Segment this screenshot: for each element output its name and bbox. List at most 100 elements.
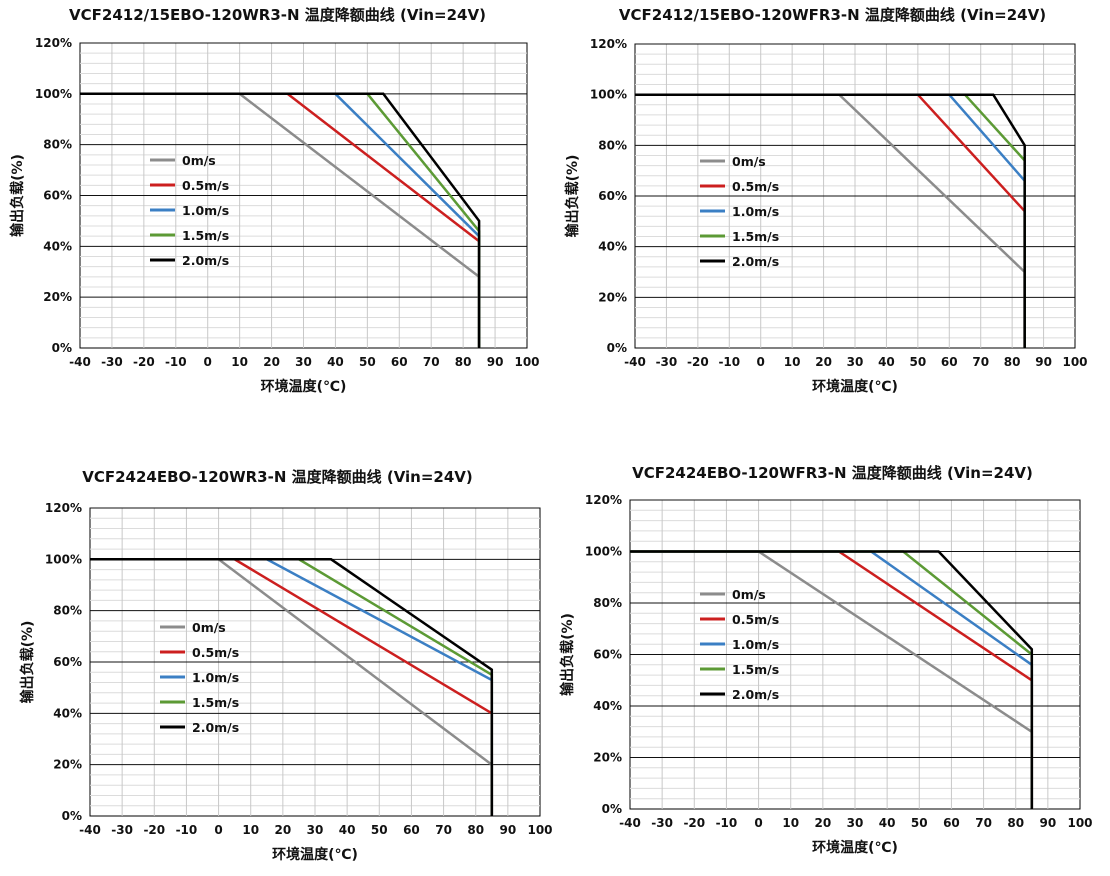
y-tick-label: 20%: [43, 290, 72, 304]
y-tick-label: 20%: [53, 758, 82, 772]
x-tick-label: -30: [111, 823, 133, 837]
y-tick-label: 0%: [52, 341, 72, 355]
x-tick-label: -10: [716, 816, 738, 830]
x-tick-label: 30: [295, 355, 312, 369]
x-tick-label: 50: [911, 816, 928, 830]
legend-label: 0.5m/s: [732, 179, 779, 194]
x-tick-label: 30: [847, 355, 864, 369]
series-line-5: [630, 550, 1034, 809]
x-tick-label: -40: [69, 355, 91, 369]
x-tick-label: 60: [943, 816, 960, 830]
y-axis-label: 输出负载(%): [9, 154, 26, 237]
x-axis-label: 环境温度(℃): [812, 839, 898, 856]
legend-label: 1.5m/s: [192, 695, 239, 710]
x-tick-label: -30: [651, 816, 673, 830]
x-tick-label: 50: [359, 355, 376, 369]
x-tick-label: -40: [624, 355, 646, 369]
x-axis-label: 环境温度(℃): [261, 378, 347, 395]
chart-svg: 0% 20% 40% 60% 80% 100% 120% -40 -30 -20 -10 0 10 20 3…: [19, 501, 553, 863]
y-tick-label: 120%: [590, 37, 627, 51]
chart-title: VCF2412/15EBO-120WFR3-N 温度降额曲线 (Vin=24V): [618, 6, 1047, 24]
legend-label: 0m/s: [732, 154, 766, 169]
y-tick-label: 20%: [593, 751, 622, 765]
x-tick-label: -40: [619, 816, 641, 830]
y-tick-label: 40%: [43, 239, 72, 253]
x-tick-label: 20: [815, 816, 832, 830]
y-tick-label: 120%: [585, 493, 622, 507]
y-tick-label: 100%: [585, 545, 622, 559]
x-tick-label: -20: [687, 355, 709, 369]
x-tick-label: 60: [941, 355, 958, 369]
x-tick-label: -20: [683, 816, 705, 830]
x-tick-label: 70: [423, 355, 440, 369]
x-tick-label: 90: [1035, 355, 1052, 369]
x-tick-label: -30: [656, 355, 678, 369]
x-tick-label: -40: [79, 823, 101, 837]
y-tick-label: 60%: [43, 189, 72, 203]
legend-label: 1.0m/s: [732, 204, 779, 219]
x-tick-label: 10: [242, 823, 259, 837]
legend-label: 2.0m/s: [182, 253, 229, 268]
y-tick-label: 0%: [62, 809, 82, 823]
x-tick-label: 80: [455, 355, 472, 369]
x-tick-label: -20: [143, 823, 165, 837]
x-tick-label: -10: [165, 355, 187, 369]
x-tick-label: 60: [391, 355, 408, 369]
x-tick-label: 40: [879, 816, 896, 830]
legend-label: 0m/s: [732, 587, 766, 602]
x-tick-label: 0: [754, 816, 762, 830]
x-tick-label: 70: [975, 816, 992, 830]
legend-label: 1.0m/s: [182, 203, 229, 218]
chart-title: VCF2424EBO-120WR3-N 温度降额曲线 (Vin=24V): [82, 468, 473, 486]
x-tick-label: 80: [1007, 816, 1024, 830]
x-tick-label: 20: [275, 823, 292, 837]
series-line-5: [635, 93, 1026, 348]
y-tick-label: 100%: [45, 552, 82, 566]
y-tick-label: 80%: [593, 596, 622, 610]
x-tick-label: 50: [371, 823, 388, 837]
y-tick-label: 100%: [35, 87, 72, 101]
x-tick-label: 40: [878, 355, 895, 369]
x-tick-label: 70: [435, 823, 452, 837]
y-tick-label: 120%: [45, 501, 82, 515]
x-tick-label: 100: [1067, 816, 1092, 830]
x-tick-label: 100: [1062, 355, 1087, 369]
y-tick-label: 0%: [607, 341, 627, 355]
x-tick-label: 40: [327, 355, 344, 369]
y-tick-label: 20%: [598, 290, 627, 304]
y-tick-label: 40%: [53, 706, 82, 720]
y-tick-label: 80%: [43, 138, 72, 152]
legend-label: 0.5m/s: [182, 178, 229, 193]
x-axis-label: 环境温度(℃): [812, 378, 898, 395]
y-axis-label: 输出负载(%): [559, 613, 576, 696]
x-tick-label: 70: [972, 355, 989, 369]
series-line-5: [80, 92, 481, 348]
legend-label: 1.0m/s: [192, 670, 239, 685]
chart-svg: 0% 20% 40% 60% 80% 100% 120% -40 -30 -20 -10 0 10 20 3…: [9, 36, 540, 395]
chart-title: VCF2424EBO-120WFR3-N 温度降额曲线 (Vin=24V): [632, 464, 1033, 482]
x-axis-label: 环境温度(℃): [272, 846, 358, 863]
y-tick-label: 60%: [593, 648, 622, 662]
x-tick-label: 60: [403, 823, 420, 837]
x-tick-label: 20: [815, 355, 832, 369]
chart-panel-2: VCF2412/15EBO-120WFR3-N 温度降额曲线 (Vin=24V)…: [555, 0, 1110, 420]
y-tick-label: 40%: [598, 240, 627, 254]
legend-label: 0.5m/s: [192, 645, 239, 660]
x-tick-label: 50: [910, 355, 927, 369]
x-tick-label: 90: [1040, 816, 1057, 830]
x-tick-label: 100: [514, 355, 539, 369]
legend-label: 1.0m/s: [732, 637, 779, 652]
x-tick-label: -20: [133, 355, 155, 369]
legend-label: 1.5m/s: [182, 228, 229, 243]
legend-label: 0m/s: [192, 620, 226, 635]
legend-label: 0.5m/s: [732, 612, 779, 627]
y-tick-label: 60%: [598, 189, 627, 203]
chart-svg: 0% 20% 40% 60% 80% 100% 120% -40 -30 -20 -10 0 10 20 3…: [559, 493, 1093, 856]
x-tick-label: 40: [339, 823, 356, 837]
y-tick-label: 80%: [598, 138, 627, 152]
x-tick-label: 90: [500, 823, 517, 837]
y-tick-label: 60%: [53, 655, 82, 669]
x-tick-label: 0: [757, 355, 765, 369]
y-tick-label: 120%: [35, 36, 72, 50]
legend-label: 2.0m/s: [192, 720, 239, 735]
